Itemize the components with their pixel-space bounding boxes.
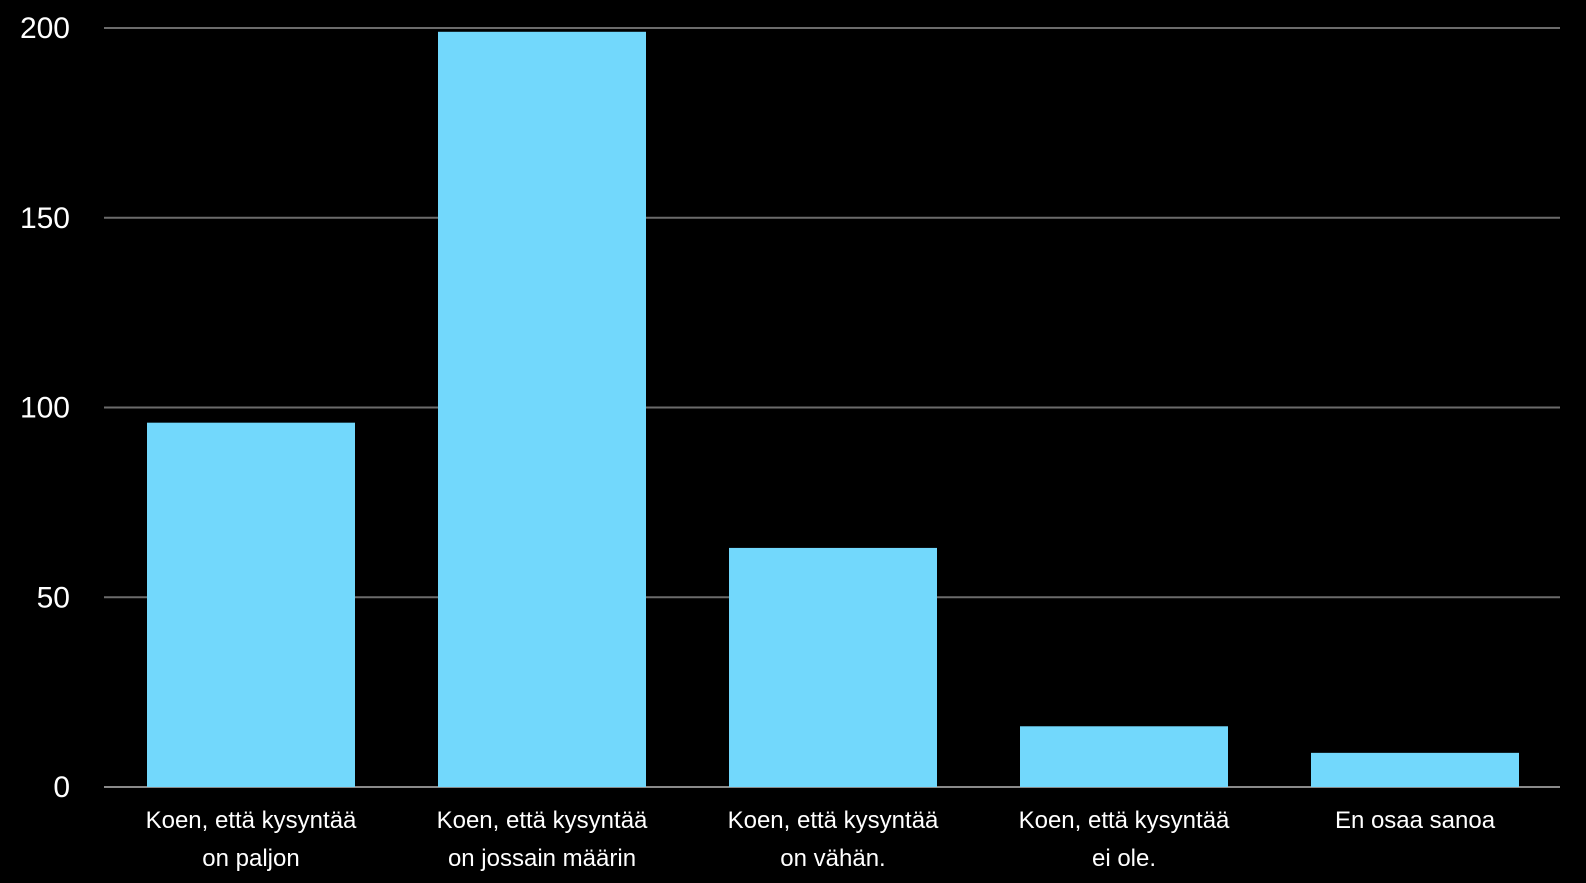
y-axis-ticks: 0 50 100 150 200 <box>20 12 70 804</box>
bars <box>147 31 1519 788</box>
x-category-label: En osaa sanoa <box>1335 807 1496 834</box>
x-category-label: Koen, että kysyntää on jossain määrin <box>437 807 648 872</box>
bar <box>147 422 355 787</box>
x-category-label-line: Koen, että kysyntää <box>146 807 357 834</box>
y-tick-label: 50 <box>37 581 70 614</box>
y-tick-label: 200 <box>20 12 70 45</box>
x-category-label-line: on jossain määrin <box>448 845 636 872</box>
x-category-label-line: ei ole. <box>1092 845 1156 872</box>
y-tick-label: 150 <box>20 202 70 235</box>
x-category-label-line: Koen, että kysyntää <box>1019 807 1230 834</box>
bar <box>1311 752 1519 787</box>
x-category-label: Koen, että kysyntää ei ole. <box>1019 807 1230 872</box>
x-category-label-line: on vähän. <box>780 845 885 872</box>
x-category-label-line: Koen, että kysyntää <box>728 807 939 834</box>
y-tick-label: 100 <box>20 392 70 425</box>
x-category-label-line: Koen, että kysyntää <box>437 807 648 834</box>
bar <box>438 31 646 788</box>
bar <box>1020 726 1228 787</box>
x-category-label-line: En osaa sanoa <box>1335 807 1496 834</box>
x-category-label-line: on paljon <box>202 845 299 872</box>
bar <box>729 547 937 787</box>
y-tick-label: 0 <box>53 771 70 804</box>
x-category-label: Koen, että kysyntää on vähän. <box>728 807 939 872</box>
x-category-label: Koen, että kysyntää on paljon <box>146 807 357 872</box>
